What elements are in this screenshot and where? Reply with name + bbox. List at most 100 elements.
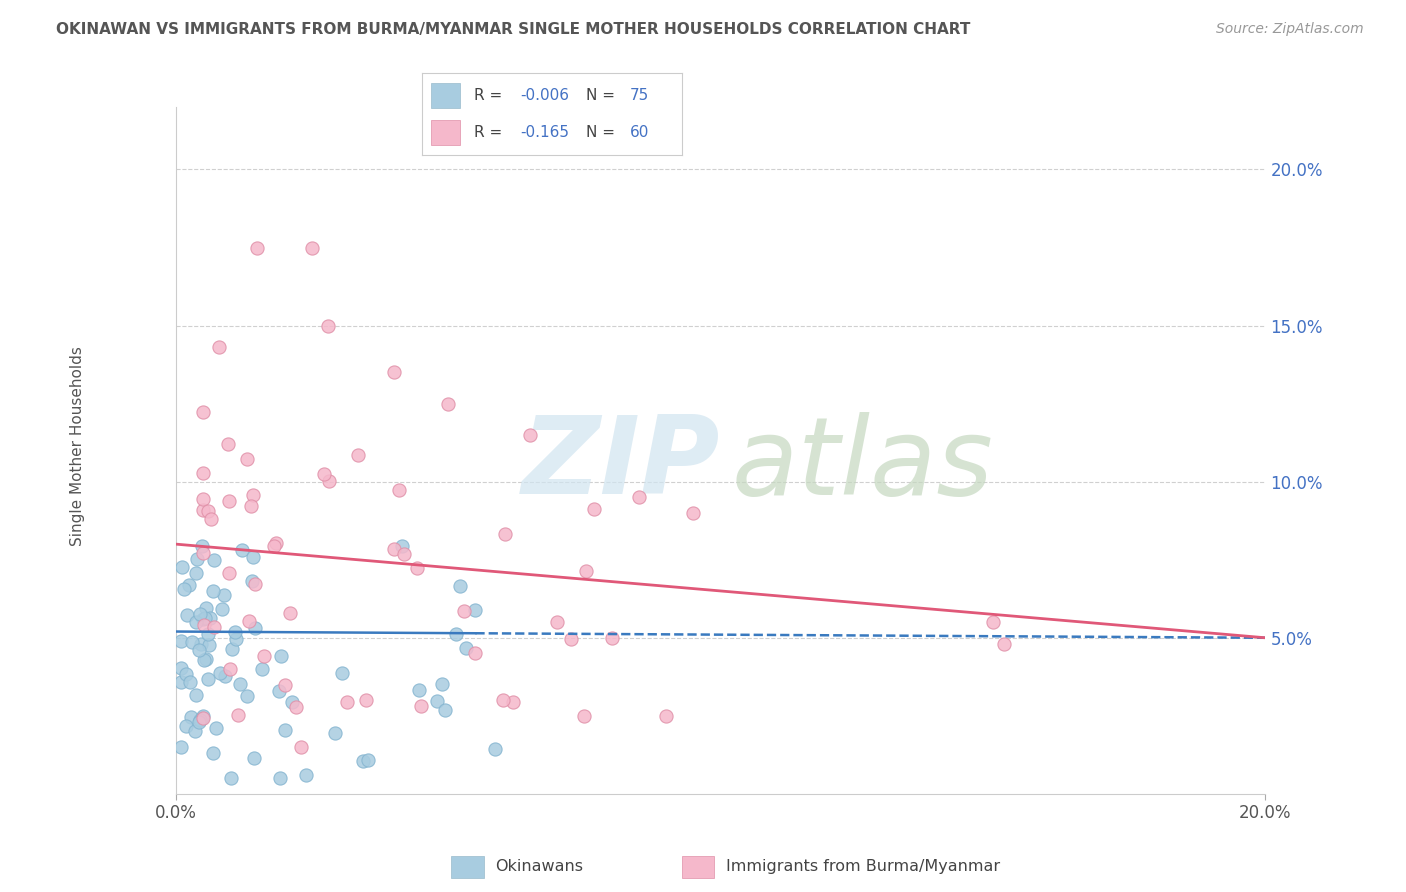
Point	[993, 637, 1015, 651]
Point	[582, 502, 605, 516]
Point	[200, 611, 222, 625]
Point	[269, 771, 291, 786]
Point	[195, 601, 218, 615]
Point	[437, 396, 460, 410]
Point	[184, 566, 207, 580]
Point	[336, 695, 359, 709]
Text: Single Mother Households: Single Mother Households	[70, 346, 84, 546]
Point	[682, 506, 704, 520]
Point	[179, 577, 201, 591]
Point	[188, 713, 211, 727]
Point	[180, 710, 202, 724]
Point	[357, 753, 380, 767]
Text: atlas: atlas	[731, 412, 994, 516]
Point	[655, 708, 678, 723]
Point	[242, 750, 264, 764]
Point	[274, 678, 297, 692]
Point	[228, 677, 250, 691]
Point	[202, 746, 225, 760]
Point	[600, 631, 623, 645]
Point	[197, 626, 219, 640]
Point	[226, 708, 249, 723]
Point	[181, 635, 204, 649]
Point	[191, 546, 214, 560]
Point	[184, 615, 207, 629]
Point	[492, 693, 515, 707]
Point	[186, 552, 208, 566]
Text: N =: N =	[586, 87, 620, 103]
Point	[318, 318, 340, 333]
Point	[281, 695, 304, 709]
Point	[191, 711, 214, 725]
Point	[236, 452, 259, 467]
Point	[240, 574, 263, 588]
Point	[243, 577, 266, 591]
Point	[494, 527, 516, 541]
Point	[170, 675, 193, 690]
Point	[312, 467, 335, 482]
Point	[197, 503, 219, 517]
Point	[274, 723, 297, 737]
Point	[194, 652, 217, 666]
Point	[318, 475, 340, 489]
Point	[263, 539, 285, 553]
Text: Immigrants from Burma/Myanmar: Immigrants from Burma/Myanmar	[725, 859, 1000, 873]
Text: ZIP: ZIP	[522, 411, 721, 517]
Point	[188, 643, 211, 657]
Point	[198, 639, 221, 653]
Point	[225, 632, 247, 646]
Point	[217, 436, 239, 450]
Point	[392, 547, 415, 561]
Point	[170, 739, 193, 754]
Point	[194, 611, 217, 625]
Point	[218, 494, 240, 508]
Point	[242, 550, 264, 565]
Point	[388, 483, 411, 497]
FancyBboxPatch shape	[430, 83, 460, 108]
Point	[502, 695, 524, 709]
Point	[173, 582, 195, 596]
Point	[575, 564, 598, 578]
Point	[191, 404, 214, 418]
Point	[546, 615, 568, 630]
Point	[193, 653, 215, 667]
Point	[174, 667, 197, 681]
Point	[246, 240, 269, 255]
Point	[243, 621, 266, 635]
Point	[188, 607, 211, 622]
Point	[174, 719, 197, 733]
Point	[464, 646, 486, 660]
Point	[179, 675, 201, 690]
Point	[235, 690, 257, 704]
Point	[446, 626, 468, 640]
Text: Source: ZipAtlas.com: Source: ZipAtlas.com	[1216, 22, 1364, 37]
Point	[347, 448, 370, 462]
Text: R =: R =	[474, 125, 512, 140]
Point	[454, 640, 477, 655]
Point	[627, 490, 650, 504]
Point	[208, 340, 231, 354]
Point	[219, 771, 242, 786]
Point	[231, 542, 253, 557]
Text: 75: 75	[630, 87, 650, 103]
Point	[190, 637, 212, 651]
Point	[193, 617, 215, 632]
Point	[519, 427, 541, 442]
Point	[191, 503, 214, 517]
Point	[183, 724, 205, 739]
Point	[301, 240, 323, 255]
Point	[200, 512, 222, 526]
Point	[191, 466, 214, 480]
Point	[382, 542, 405, 557]
Point	[221, 642, 243, 657]
FancyBboxPatch shape	[682, 855, 714, 878]
FancyBboxPatch shape	[451, 855, 484, 878]
Point	[560, 632, 582, 647]
Point	[981, 615, 1004, 630]
Point	[430, 676, 453, 690]
Point	[224, 625, 246, 640]
Point	[191, 708, 214, 723]
Point	[264, 535, 287, 549]
Point	[356, 693, 378, 707]
Point	[253, 649, 276, 664]
